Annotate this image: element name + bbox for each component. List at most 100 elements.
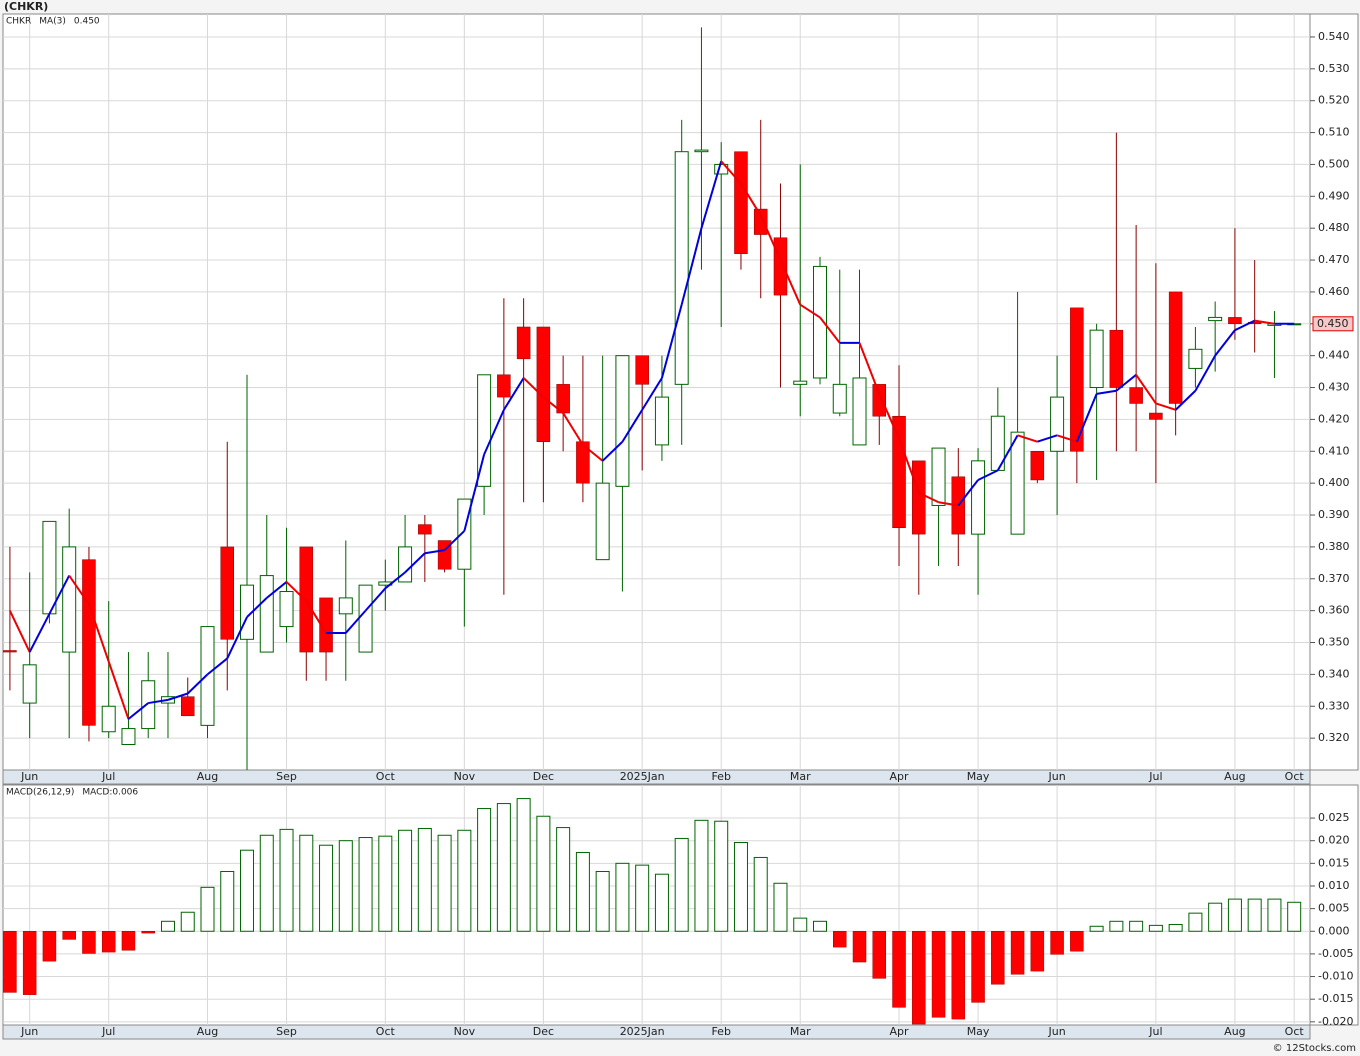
- macd-bar: [753, 856, 768, 932]
- ma-segment: [582, 444, 604, 462]
- y-tick-label: 0.440: [1318, 349, 1350, 362]
- candle-body: [141, 680, 156, 730]
- x-tick-label: 2025Jan: [620, 770, 665, 783]
- x-tick-label: 2025Jan: [620, 1025, 665, 1038]
- ma-segment: [1115, 374, 1137, 392]
- legend-item: MACD(26,12,9): [6, 788, 74, 798]
- ma-segment: [48, 575, 71, 615]
- candle-body: [892, 415, 906, 529]
- candle-body: [62, 546, 77, 653]
- candle-body: [338, 597, 353, 615]
- macd-bar: [1070, 931, 1084, 952]
- y-tick-label: 0.410: [1318, 444, 1350, 457]
- x-tick-label: Oct: [1285, 1025, 1305, 1038]
- candle-body: [42, 520, 57, 615]
- macd-bar: [358, 837, 373, 932]
- candle-body: [220, 546, 235, 640]
- macd-bar: [872, 931, 887, 979]
- ma-segment: [898, 438, 920, 494]
- y-tick-label: 0.530: [1318, 62, 1350, 75]
- candle-body: [1089, 329, 1104, 389]
- ma-segment: [206, 657, 228, 676]
- ma-segment: [345, 609, 367, 634]
- y-tick-label: 0.540: [1318, 30, 1350, 43]
- y-tick-label: 0.390: [1318, 508, 1350, 521]
- footer: © 12Stocks.com: [1273, 1043, 1356, 1054]
- x-tick-label: May: [967, 770, 990, 783]
- x-tick-label: Oct: [376, 1025, 396, 1038]
- candle-body: [1149, 412, 1163, 420]
- x-axis-strip: [2, 769, 1311, 785]
- candle-body: [912, 460, 926, 535]
- ma-segment: [148, 698, 169, 705]
- candle-body: [654, 396, 669, 446]
- page-title: (CHKR): [4, 0, 48, 13]
- ma-segment: [740, 183, 762, 216]
- x-tick-label: May: [967, 1025, 990, 1038]
- macd-bar: [1129, 920, 1144, 932]
- candle-body: [319, 597, 333, 653]
- macd-bar: [180, 911, 195, 932]
- macd-bar: [1247, 898, 1262, 932]
- ma-segment: [957, 479, 979, 507]
- macd-bar: [516, 798, 531, 932]
- macd-bar: [694, 819, 709, 932]
- x-tick-label: Jun: [1048, 770, 1066, 783]
- y-axis-area: [1309, 13, 1359, 771]
- macd-bar: [1030, 931, 1045, 972]
- ma-segment: [187, 673, 209, 695]
- candle-body: [773, 237, 788, 296]
- y-tick-label: 0.500: [1318, 157, 1350, 170]
- y-tick-label: 0.460: [1318, 285, 1350, 298]
- candle-body: [872, 384, 887, 417]
- candle-body: [615, 355, 630, 487]
- candle-body: [477, 374, 492, 487]
- candle-body: [22, 664, 37, 704]
- y-tick-label: 0.020: [1318, 834, 1350, 847]
- macd-bar: [833, 931, 847, 948]
- candle-body: [101, 705, 116, 733]
- candle-body: [1109, 329, 1124, 388]
- candle-body: [674, 151, 689, 385]
- ma-segment: [483, 409, 505, 455]
- ma-segment: [542, 396, 564, 414]
- macd-bar: [793, 917, 808, 932]
- x-tick-label: Mar: [790, 770, 811, 783]
- macd-bar: [457, 829, 472, 932]
- macd-bar: [240, 849, 255, 932]
- macd-bar: [1287, 901, 1302, 932]
- ma-segment: [641, 377, 663, 411]
- y-tick-label: 0.000: [1318, 924, 1350, 937]
- x-tick-label: Sep: [276, 770, 297, 783]
- x-tick-label: Sep: [276, 1025, 297, 1038]
- y-tick-label: 0.470: [1318, 253, 1350, 266]
- macd-bar: [971, 931, 985, 1003]
- ma-segment: [364, 587, 387, 612]
- ma-segment: [1214, 329, 1236, 357]
- macd-bar: [259, 834, 274, 932]
- macd-bar: [1168, 923, 1183, 932]
- ma-segment: [799, 303, 821, 319]
- macd-bar: [319, 844, 334, 932]
- candle-body: [635, 355, 649, 385]
- macd-bar: [1089, 925, 1104, 932]
- y-tick-label: 0.420: [1318, 412, 1350, 425]
- y-tick-label: 0.015: [1318, 856, 1350, 869]
- candle-body: [1228, 317, 1242, 325]
- ma-segment: [1096, 389, 1117, 395]
- macd-bar: [1227, 898, 1242, 932]
- candle-body: [259, 575, 274, 653]
- macd-bar: [378, 835, 393, 932]
- candle-body: [536, 326, 551, 442]
- y-tick-label: 0.010: [1318, 879, 1350, 892]
- candle-body: [497, 374, 511, 398]
- macd-bar: [200, 886, 215, 932]
- macd-bar: [220, 870, 235, 932]
- y-tick-label: -0.010: [1318, 970, 1353, 983]
- macd-bar: [437, 834, 452, 932]
- y-tick-label: 0.340: [1318, 667, 1350, 680]
- y-tick-label: 0.370: [1318, 572, 1350, 585]
- macd-bar: [674, 837, 689, 932]
- ma-segment: [246, 597, 268, 618]
